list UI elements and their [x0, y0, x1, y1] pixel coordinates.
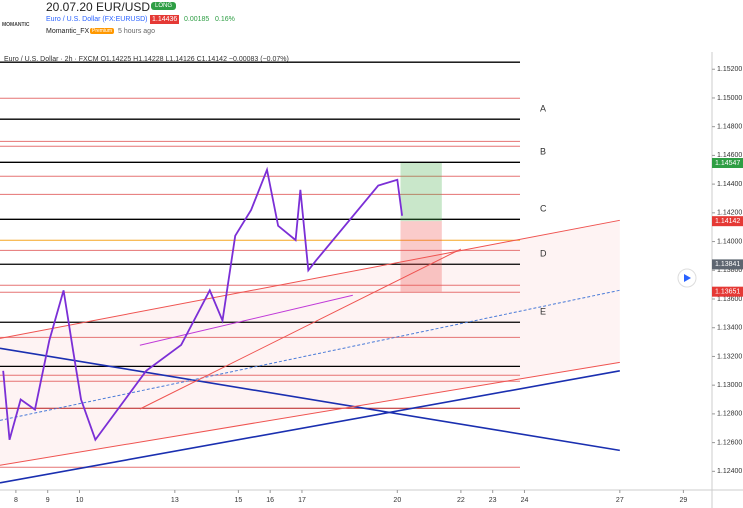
trendline [0, 361, 620, 466]
price: 1.14436 [150, 15, 180, 24]
x-tick-label: 15 [234, 497, 242, 504]
author-tag: Premium [90, 28, 115, 34]
legend-text: Euro / U.S. Dollar · 2h · FXCM O1.14225 … [4, 56, 289, 63]
trendline [0, 289, 620, 421]
x-tick-label: 17 [298, 497, 306, 504]
x-tick-label: 20 [393, 497, 401, 504]
level-label: D [540, 249, 547, 259]
x-tick-label: 16 [266, 497, 274, 504]
stop-zone [400, 221, 442, 292]
y-tick-label: 1.12600 [717, 439, 742, 446]
y-tick-label: 1.14400 [717, 181, 742, 188]
trendline [0, 347, 620, 452]
play-icon [684, 274, 691, 282]
long-badge: LONG [151, 2, 177, 10]
level-label: C [540, 204, 547, 214]
x-tick-label: 29 [679, 497, 687, 504]
trendline [139, 248, 462, 410]
channel-fill [0, 220, 620, 466]
trendline [0, 219, 620, 339]
x-tick-label: 27 [616, 497, 624, 504]
y-tick-label: 1.13800 [717, 267, 742, 274]
y-tick-label: 1.15000 [717, 95, 742, 102]
price-badge-label: 1.13841 [715, 261, 740, 268]
y-tick-label: 1.14800 [717, 124, 742, 131]
x-tick-label: 8 [14, 497, 18, 504]
price-badge [712, 216, 743, 227]
symbol[interactable]: Euro / U.S. Dollar (FX:EURUSD) [46, 16, 148, 23]
level-label: E [540, 307, 546, 317]
y-tick-label: 1.13000 [717, 382, 742, 389]
logo: MOMANTIC [2, 22, 30, 28]
x-tick-label: 10 [76, 497, 84, 504]
price-line [2, 166, 403, 442]
y-tick-label: 1.12400 [717, 468, 742, 475]
change-pct: 0.16% [215, 16, 235, 23]
x-tick-label: 23 [489, 497, 497, 504]
price-badge [712, 259, 743, 270]
author[interactable]: Momantic_FX [46, 28, 90, 35]
change: 0.00185 [184, 16, 210, 23]
y-tick-label: 1.13600 [717, 296, 742, 303]
trendline [139, 294, 353, 346]
price-badge-label: 1.14142 [715, 218, 740, 225]
price-badge-label: 1.13651 [715, 289, 740, 296]
price-badge [712, 158, 743, 169]
chart-bg [0, 52, 743, 508]
idea-title: 20.07.20 EUR/USD [46, 0, 151, 14]
chart: Euro / U.S. Dollar · 2h · FXCM O1.14225 … [0, 52, 743, 508]
y-tick-label: 1.14000 [717, 238, 742, 245]
y-tick-label: 1.14600 [717, 152, 742, 159]
y-tick-label: 1.13200 [717, 353, 742, 360]
y-tick-label: 1.13400 [717, 325, 742, 332]
level-label: A [540, 104, 546, 114]
level-label: B [540, 147, 546, 157]
time: 5 hours ago [118, 28, 155, 35]
price-badge [712, 286, 743, 297]
price-badge-label: 1.14547 [715, 160, 740, 167]
x-tick-label: 22 [457, 497, 465, 504]
x-tick-label: 13 [171, 497, 179, 504]
header: MOMANTIC 20.07.20 EUR/USD LONG Euro / U.… [0, 0, 743, 52]
y-tick-label: 1.14200 [717, 210, 742, 217]
y-tick-label: 1.15200 [717, 66, 742, 73]
x-tick-label: 9 [46, 497, 50, 504]
x-tick-label: 24 [521, 497, 529, 504]
trendline [0, 370, 620, 484]
target-zone [400, 163, 442, 222]
y-tick-label: 1.12800 [717, 411, 742, 418]
